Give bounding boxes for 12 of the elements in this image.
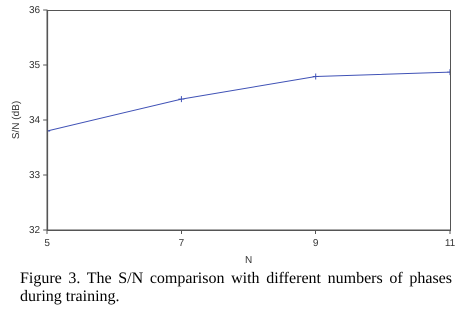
x-tick-label: 11 bbox=[444, 238, 456, 249]
x-tick-label: 5 bbox=[44, 238, 50, 249]
y-tick-label: 35 bbox=[29, 60, 41, 71]
caption: Figure 3. The S/N comparison with different numbers of phases during training. bbox=[20, 270, 452, 306]
y-tick-label: 33 bbox=[29, 170, 41, 181]
x-tick-label: 7 bbox=[178, 238, 185, 249]
x-tick-label: 9 bbox=[312, 238, 319, 249]
y-tick-label: 34 bbox=[29, 114, 41, 126]
y-axis-title: S/N (dB) bbox=[10, 100, 22, 140]
y-tick-label: 36 bbox=[29, 4, 41, 16]
y-tick-label: 32 bbox=[29, 224, 41, 236]
x-axis-title: N bbox=[244, 254, 252, 266]
